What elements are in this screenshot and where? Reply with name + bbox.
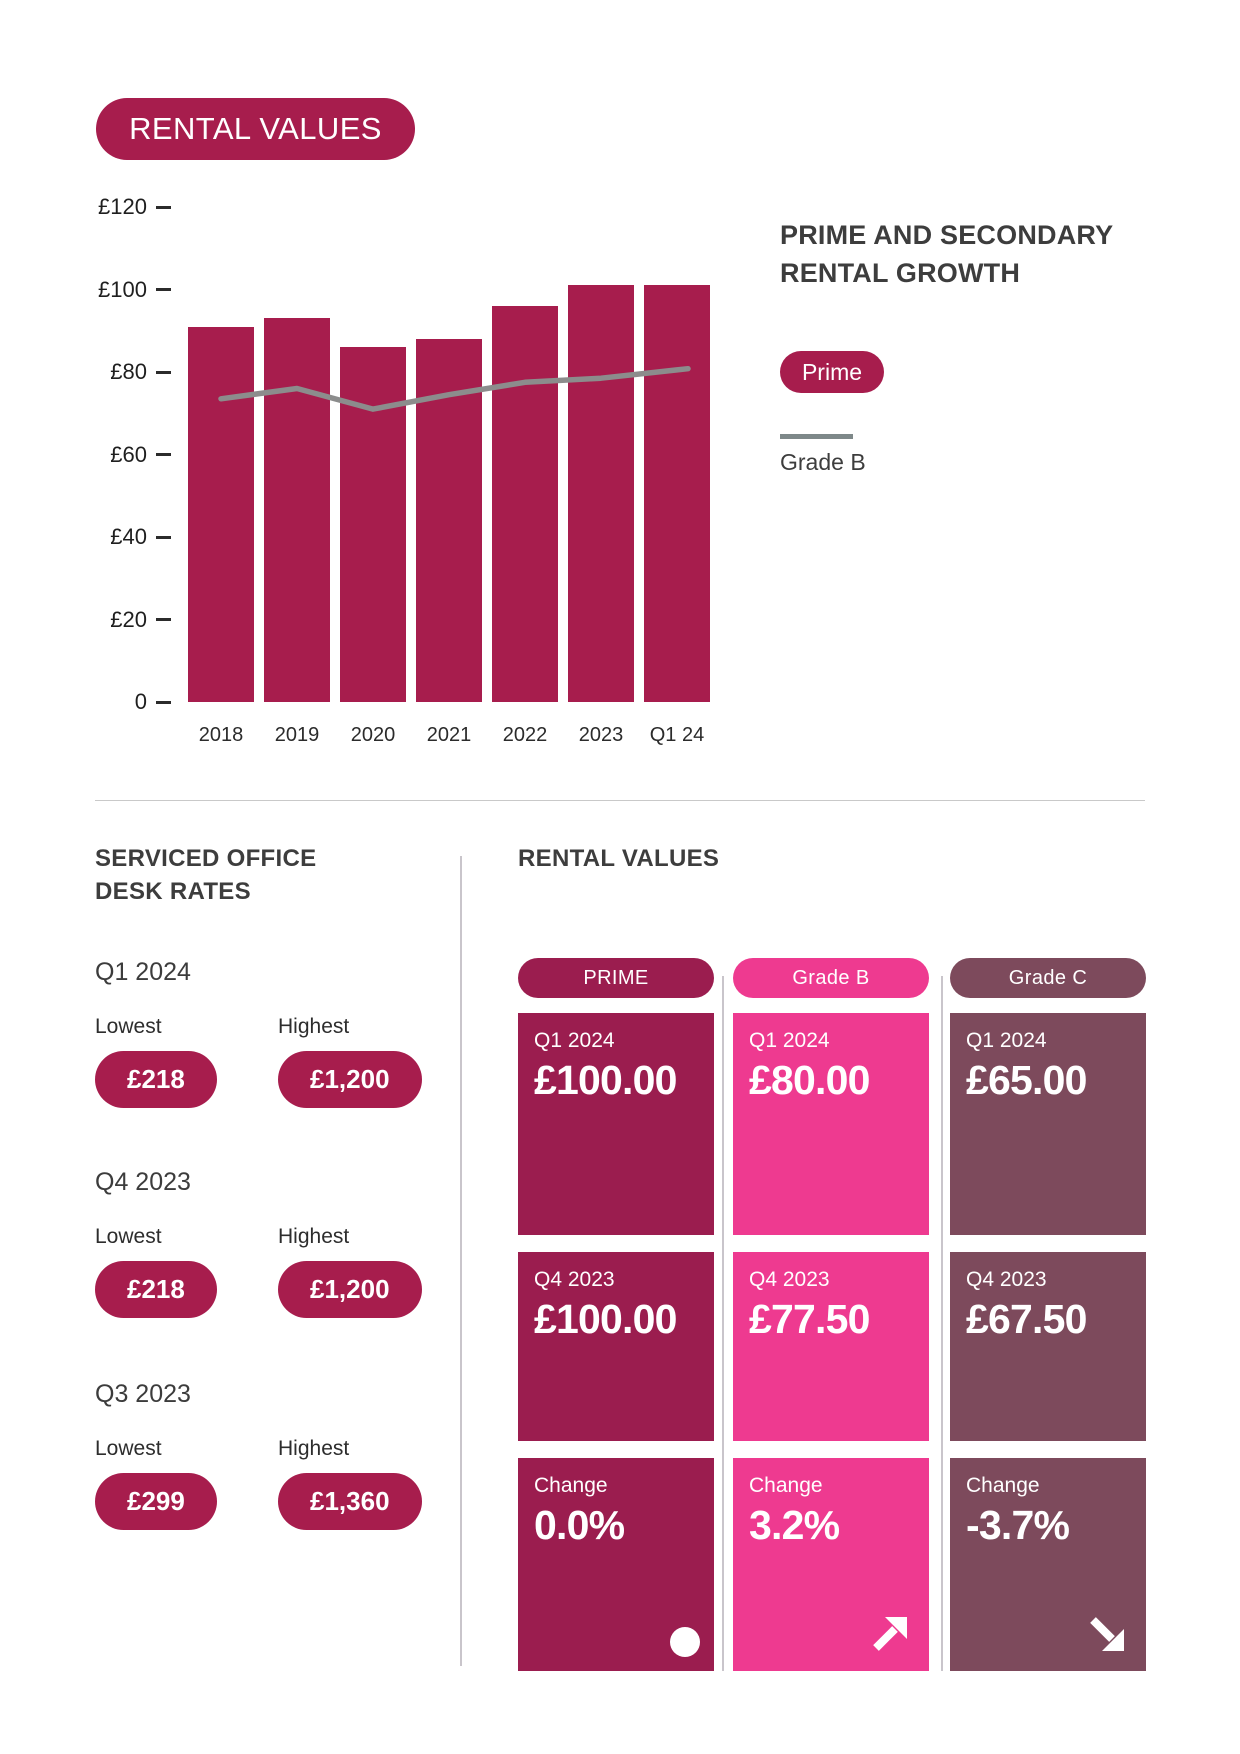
desk-rates-title-line-2: DESK RATES (95, 878, 251, 905)
rental-value-cell: Q1 2024 £65.00 (950, 1013, 1146, 1235)
x-axis-label: 2021 (426, 724, 472, 746)
prime-bar (492, 306, 558, 702)
y-tick-label: £80 (110, 359, 147, 384)
y-tick-mark (156, 370, 171, 374)
section-divider (460, 856, 462, 1666)
x-axis-label: 2019 (274, 724, 320, 746)
y-tick-mark (156, 205, 171, 209)
rental-values-title: RENTAL VALUES (518, 845, 720, 872)
cell-value: £100.00 (534, 1057, 677, 1103)
x-axis-label: 2020 (350, 724, 396, 746)
x-axis-label: 2018 (198, 724, 244, 746)
horizontal-divider (95, 800, 1145, 801)
rental-value-cell: Q4 2023 £100.00 (518, 1252, 714, 1441)
cell-value: £77.50 (749, 1296, 870, 1342)
highest-label: Highest (278, 1437, 350, 1460)
y-tick-label: £100 (98, 276, 147, 302)
rental-value-cell: Q4 2023 £77.50 (733, 1252, 929, 1441)
rental-value-cell: Q1 2024 £80.00 (733, 1013, 929, 1235)
cell-value: £65.00 (966, 1057, 1087, 1103)
prime-bar (188, 326, 254, 702)
cell-period-label: Change (966, 1474, 1040, 1497)
lowest-value-pill: £299 (95, 1473, 217, 1530)
y-tick-mark (156, 453, 171, 456)
desk-rate-period: Q3 2023 Lowest Highest £299 £1,360 (95, 1380, 465, 1555)
arrow-down-right-icon (1086, 1613, 1128, 1655)
rental-value-cell: Q1 2024 £100.00 (518, 1013, 714, 1235)
desk-rates-title-line-1: SERVICED OFFICE (95, 845, 317, 872)
flat-circle-icon (670, 1627, 700, 1657)
y-tick-mark (156, 535, 171, 539)
lowest-label: Lowest (95, 1225, 162, 1248)
cell-value: £100.00 (534, 1296, 677, 1342)
cell-period-label: Q4 2023 (749, 1268, 830, 1291)
prime-bar (264, 318, 330, 702)
cell-period-label: Change (534, 1474, 608, 1497)
cell-value: -3.7% (966, 1502, 1070, 1548)
arrow-up-right-icon (869, 1613, 911, 1655)
rental-values-badge-label: RENTAL VALUES (129, 111, 382, 146)
y-tick-label: £40 (110, 524, 147, 549)
rental-value-cell: Q4 2023 £67.50 (950, 1252, 1146, 1441)
y-tick-mark (156, 618, 171, 621)
highest-value-pill: £1,360 (278, 1473, 422, 1530)
rental-value-cell: Change -3.7% (950, 1458, 1146, 1671)
highest-label: Highest (278, 1225, 350, 1248)
period-label: Q1 2024 (95, 958, 191, 986)
column-divider (722, 976, 724, 1671)
y-tick-mark (156, 288, 171, 291)
period-label: Q4 2023 (95, 1168, 191, 1196)
cell-period-label: Q4 2023 (966, 1268, 1047, 1291)
x-axis-label: Q1 24 (649, 724, 705, 746)
chart-title-line-1: PRIME AND SECONDARY (780, 220, 1114, 250)
rental-values-badge: RENTAL VALUES (96, 98, 415, 160)
legend-prime-label: Prime (801, 358, 863, 385)
cell-period-label: Q1 2024 (534, 1029, 615, 1052)
legend-grade-b-label: Grade B (780, 449, 866, 475)
chart-title-line-2: RENTAL GROWTH (780, 258, 1021, 288)
prime-bar (644, 285, 710, 702)
cell-value: 3.2% (749, 1502, 840, 1548)
x-axis-label: 2022 (502, 724, 548, 746)
desk-rates-title: SERVICED OFFICE DESK RATES (95, 842, 316, 908)
lowest-value-pill: £218 (95, 1261, 217, 1318)
cell-value: £80.00 (749, 1057, 870, 1103)
legend-prime-pill: Prime (780, 351, 884, 393)
y-tick-mark (156, 700, 171, 704)
highest-value-pill: £1,200 (278, 1261, 422, 1318)
cell-period-label: Q1 2024 (966, 1029, 1047, 1052)
grade-header-pill: Grade B (733, 958, 929, 998)
y-tick-label: £60 (110, 441, 147, 467)
desk-rate-period: Q1 2024 Lowest Highest £218 £1,200 (95, 958, 465, 1133)
legend-grade-b-line-swatch (780, 434, 853, 439)
chart-title: PRIME AND SECONDARY RENTAL GROWTH (780, 216, 1113, 292)
cell-value: 0.0% (534, 1502, 625, 1548)
lowest-value-pill: £218 (95, 1051, 217, 1108)
y-tick-label: 0 (134, 689, 147, 714)
prime-bar (340, 347, 406, 702)
y-tick-label: £120 (98, 194, 147, 219)
cell-period-label: Q4 2023 (534, 1268, 615, 1291)
y-tick-label: £20 (110, 606, 147, 632)
grade-header-pill: Grade C (950, 958, 1146, 998)
rental-value-cell: Change 3.2% (733, 1458, 929, 1671)
cell-value: £67.50 (966, 1296, 1087, 1342)
prime-bar (568, 285, 634, 702)
column-divider (941, 976, 943, 1671)
highest-label: Highest (278, 1015, 350, 1038)
lowest-label: Lowest (95, 1437, 162, 1460)
lowest-label: Lowest (95, 1015, 162, 1038)
desk-rate-period: Q4 2023 Lowest Highest £218 £1,200 (95, 1168, 465, 1343)
prime-bar (416, 339, 482, 702)
x-axis-label: 2023 (578, 724, 624, 746)
cell-period-label: Q1 2024 (749, 1029, 830, 1052)
period-label: Q3 2023 (95, 1380, 191, 1408)
rental-value-cell: Change 0.0% (518, 1458, 714, 1671)
grade-header-pill: PRIME (518, 958, 714, 998)
cell-period-label: Change (749, 1474, 823, 1497)
highest-value-pill: £1,200 (278, 1051, 422, 1108)
